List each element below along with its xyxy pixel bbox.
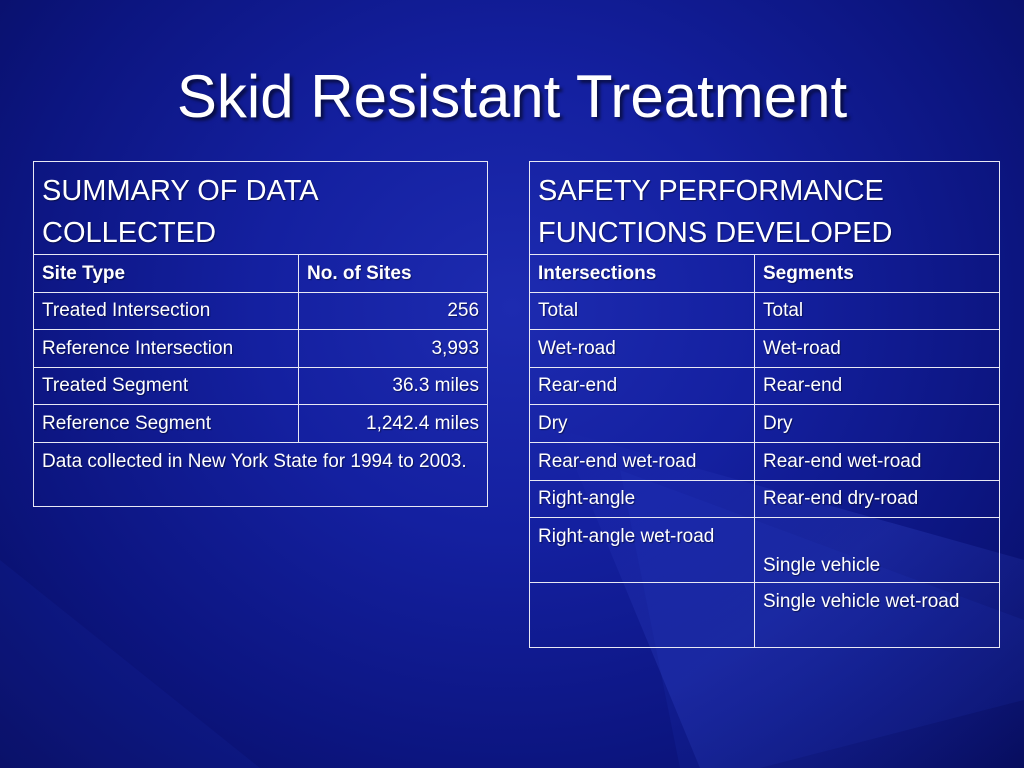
table-row: Rear-end wet-road Rear-end wet-road: [529, 442, 1000, 481]
column-header-segments: Segments: [754, 254, 1000, 293]
safety-performance-functions-table: SAFETY PERFORMANCE FUNCTIONS DEVELOPED I…: [529, 161, 1000, 648]
site-type-cell: Treated Intersection: [33, 292, 299, 330]
column-header-no-of-sites: No. of Sites: [297, 254, 489, 293]
spf-table-heading: SAFETY PERFORMANCE FUNCTIONS DEVELOPED: [529, 161, 1000, 255]
column-header-intersections: Intersections: [529, 254, 755, 293]
site-count-cell: 36.3 miles: [297, 367, 489, 405]
site-count-cell: 256: [297, 292, 489, 330]
segment-function-cell: Rear-end wet-road: [754, 442, 1000, 481]
summary-table-note: Data collected in New York State for 199…: [32, 442, 489, 507]
table-row: Rear-end Rear-end: [529, 367, 1000, 405]
site-count-cell: 3,993: [297, 329, 489, 368]
site-type-cell: Treated Segment: [33, 367, 299, 405]
site-type-cell: Reference Segment: [33, 404, 299, 443]
intersection-function-cell: Dry: [529, 404, 755, 443]
table-row: Treated Segment 36.3 miles: [33, 367, 489, 405]
summary-data-table: SUMMARY OF DATA COLLECTED Site Type No. …: [32, 161, 489, 507]
table-row: Dry Dry: [529, 404, 1000, 443]
segment-function-cell: Wet-road: [754, 329, 1000, 368]
table-row: Wet-road Wet-road: [529, 329, 1000, 368]
table-row: Right-angle Rear-end dry-road: [529, 480, 1000, 518]
intersection-function-cell: Right-angle: [529, 480, 755, 518]
table-row: Treated Intersection 256: [33, 292, 489, 330]
site-type-cell: Reference Intersection: [33, 329, 299, 368]
intersection-function-cell: Rear-end wet-road: [529, 442, 755, 481]
table-row: Right-angle wet-road Single vehicle: [529, 517, 1000, 583]
column-header-site-type: Site Type: [33, 254, 299, 293]
table-row: Reference Segment 1,242.4 miles: [33, 404, 489, 443]
table-row: Single vehicle wet-road: [529, 582, 1000, 648]
segment-function-cell: Rear-end: [754, 367, 1000, 405]
intersection-function-cell: Right-angle wet-road: [529, 517, 755, 583]
segment-function-cell: Single vehicle wet-road: [754, 582, 1000, 648]
summary-table-heading: SUMMARY OF DATA COLLECTED: [32, 161, 489, 255]
segment-function-cell: Single vehicle: [754, 517, 1000, 583]
table-row: Reference Intersection 3,993: [33, 329, 489, 368]
segment-function-cell: Dry: [754, 404, 1000, 443]
segment-function-cell: Total: [754, 292, 1000, 330]
segment-function-cell: Rear-end dry-road: [754, 480, 1000, 518]
slide-title: Skid Resistant Treatment: [176, 63, 848, 130]
site-count-cell: 1,242.4 miles: [297, 404, 489, 443]
intersection-function-cell: [529, 582, 755, 648]
intersection-function-cell: Rear-end: [529, 367, 755, 405]
intersection-function-cell: Total: [529, 292, 755, 330]
intersection-function-cell: Wet-road: [529, 329, 755, 368]
table-row: Total Total: [529, 292, 1000, 330]
